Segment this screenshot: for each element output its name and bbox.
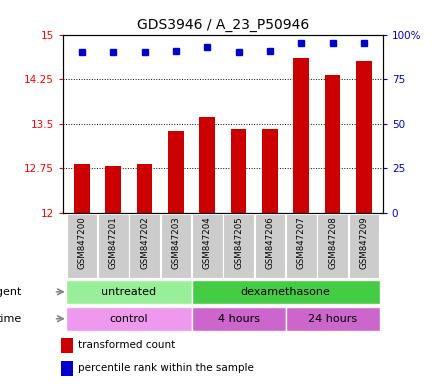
Text: GSM847201: GSM847201 [108, 217, 118, 269]
Bar [160, 214, 191, 278]
Text: GSM847205: GSM847205 [233, 217, 243, 269]
Text: GSM847207: GSM847207 [296, 217, 305, 269]
Bar [66, 280, 191, 304]
Bar [223, 214, 253, 278]
Bar [254, 214, 285, 278]
Text: control: control [109, 314, 148, 324]
Bar [199, 117, 214, 213]
Bar [61, 361, 73, 376]
Text: GSM847203: GSM847203 [171, 217, 180, 269]
Text: GSM847202: GSM847202 [140, 217, 149, 269]
Bar [168, 131, 183, 213]
Bar [129, 214, 160, 278]
Bar [66, 214, 97, 278]
Text: GSM847204: GSM847204 [202, 217, 211, 269]
Text: GSM847200: GSM847200 [77, 217, 86, 269]
Bar [61, 338, 73, 353]
Bar [191, 306, 285, 331]
Text: agent: agent [0, 287, 21, 297]
Text: GSM847206: GSM847206 [265, 217, 274, 269]
Text: dexamethasone: dexamethasone [240, 287, 330, 297]
Bar [66, 306, 191, 331]
Bar [355, 61, 371, 213]
Text: GSM847209: GSM847209 [358, 217, 368, 269]
Text: percentile rank within the sample: percentile rank within the sample [78, 363, 253, 373]
Text: untreated: untreated [101, 287, 156, 297]
Bar [230, 129, 246, 213]
Text: GSM847208: GSM847208 [327, 217, 336, 269]
Bar [191, 280, 379, 304]
Bar [285, 214, 316, 278]
Text: time: time [0, 314, 21, 324]
Bar [316, 214, 347, 278]
Bar [74, 164, 89, 213]
Bar [191, 214, 222, 278]
Bar [262, 129, 277, 213]
Bar [348, 214, 378, 278]
Text: transformed count: transformed count [78, 340, 175, 350]
Title: GDS3946 / A_23_P50946: GDS3946 / A_23_P50946 [137, 18, 308, 32]
Text: 24 hours: 24 hours [307, 314, 356, 324]
Text: 4 hours: 4 hours [217, 314, 259, 324]
Bar [324, 75, 340, 213]
Bar [105, 166, 121, 213]
Bar [136, 164, 152, 213]
Bar [285, 306, 379, 331]
Bar [293, 58, 309, 213]
Bar [98, 214, 128, 278]
